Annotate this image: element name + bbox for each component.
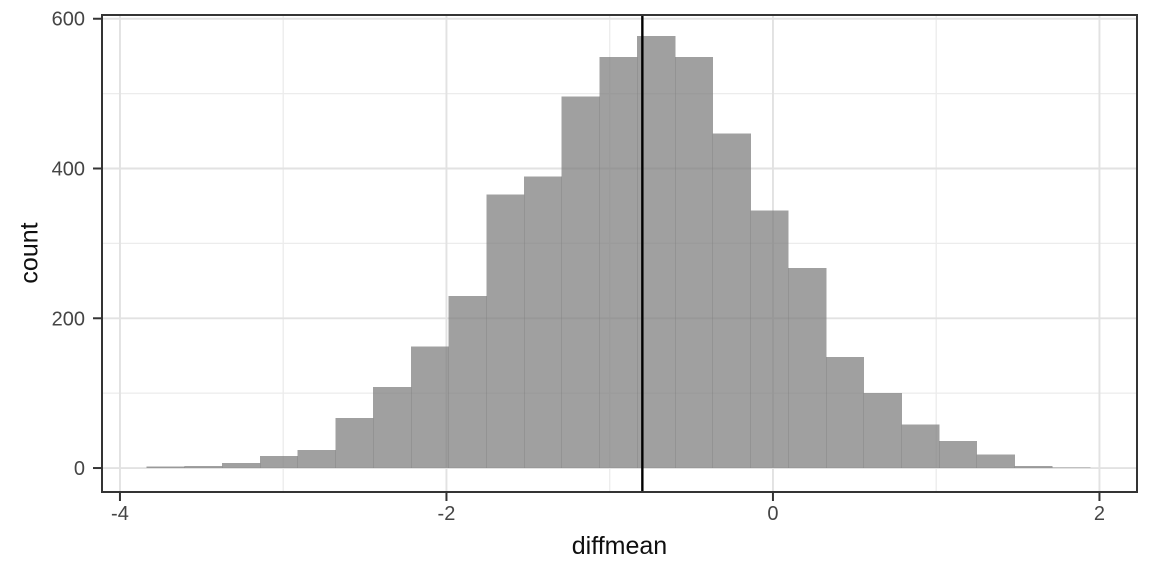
histogram-bar (146, 466, 185, 469)
histogram-bar (448, 295, 487, 469)
y-axis-title: count (15, 222, 44, 284)
histogram-bar (297, 450, 336, 469)
y-tick-label: 400 (52, 159, 85, 181)
histogram-bar (222, 462, 261, 469)
histogram-bar (335, 417, 374, 469)
histogram-bar (712, 133, 751, 469)
histogram-bar (372, 387, 412, 469)
histogram-bar (976, 454, 1015, 469)
y-tick-label: 600 (52, 9, 85, 31)
panel-border (101, 14, 1138, 493)
histogram-bar (259, 456, 299, 469)
histogram-bar (825, 357, 865, 469)
histogram-bar (787, 268, 827, 469)
histogram-bar (486, 194, 525, 469)
histogram-bar (184, 465, 223, 469)
histogram-bar (938, 441, 978, 469)
histogram-bar (599, 56, 638, 469)
histogram-bar (1014, 465, 1053, 469)
histogram-bar (523, 176, 563, 469)
y-tick-label: 200 (52, 308, 85, 330)
x-tick-label: -2 (438, 503, 456, 525)
histogram-bar (561, 96, 600, 469)
histogram-bar (674, 56, 714, 469)
histogram-bar (863, 393, 902, 469)
histogram-bar (1052, 467, 1091, 469)
histogram-bar (901, 424, 940, 469)
x-axis-title: diffmean (571, 532, 668, 560)
x-tick-label: 0 (767, 503, 778, 525)
y-tick-label: 0 (74, 458, 85, 480)
histogram-bar (410, 346, 450, 469)
histogram-bar (750, 210, 789, 469)
x-tick-label: -4 (111, 503, 129, 525)
x-tick-label: 2 (1094, 503, 1105, 525)
